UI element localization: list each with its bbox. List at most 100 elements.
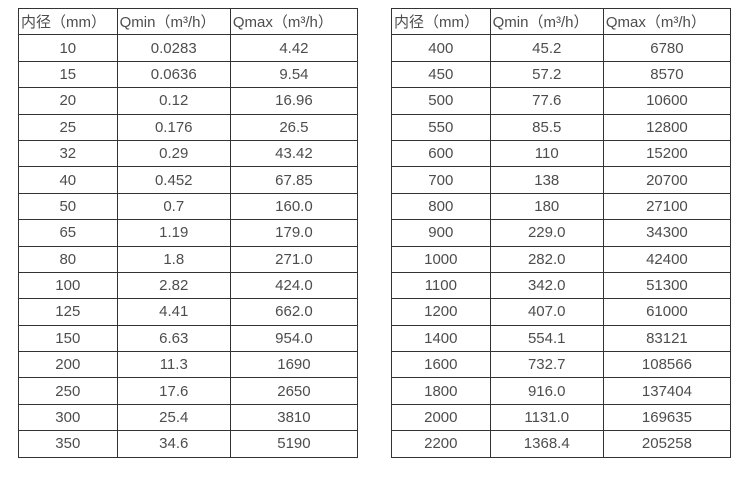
diameter-cell: 350	[18, 430, 118, 458]
qmax-cell: 12800	[602, 113, 732, 141]
qmax-cell: 3810	[229, 403, 359, 432]
table-row: 40 0.452 67.85	[18, 166, 359, 194]
qmax-cell: 1690	[229, 351, 359, 379]
qmin-column-header: Qmin（m³/h）	[489, 7, 604, 36]
qmax-cell: 954.0	[229, 324, 359, 353]
table-row: 200 11.3 1690	[18, 351, 359, 379]
qmin-cell: 4.41	[116, 298, 231, 326]
table-row: 1000 282.0 42400	[391, 245, 732, 273]
qmin-cell: 554.1	[489, 324, 604, 353]
diameter-cell: 80	[18, 245, 118, 273]
qmin-cell: 0.7	[116, 192, 231, 221]
qmin-cell: 57.2	[489, 60, 604, 89]
header-row: 内径（mm） Qmin（m³/h） Qmax（m³/h）	[391, 7, 732, 36]
qmax-cell: 2650	[229, 377, 359, 405]
table-row: 450 57.2 8570	[391, 60, 732, 89]
table-row: 600 110 15200	[391, 139, 732, 168]
table-row: 800 180 27100	[391, 192, 732, 221]
qmin-cell: 0.452	[116, 166, 231, 194]
qmax-cell: 16.96	[229, 87, 359, 115]
qmax-cell: 160.0	[229, 192, 359, 221]
qmax-cell: 4.42	[229, 34, 359, 62]
qmax-cell: 27100	[602, 192, 732, 221]
qmax-cell: 271.0	[229, 245, 359, 273]
qmin-cell: 0.29	[116, 139, 231, 168]
qmax-cell: 179.0	[229, 219, 359, 247]
table-row: 1100 342.0 51300	[391, 271, 732, 300]
table-row: 32 0.29 43.42	[18, 139, 359, 168]
qmin-cell: 25.4	[116, 403, 231, 432]
qmax-cell: 169635	[602, 403, 732, 432]
table-row: 350 34.6 5190	[18, 430, 359, 458]
diameter-cell: 800	[391, 192, 491, 221]
qmax-cell: 662.0	[229, 298, 359, 326]
diameter-cell: 10	[18, 34, 118, 62]
diameter-cell: 1100	[391, 271, 491, 300]
qmin-cell: 11.3	[116, 351, 231, 379]
diameter-cell: 600	[391, 139, 491, 168]
diameter-column-header: 内径（mm）	[391, 7, 491, 36]
diameter-cell: 1400	[391, 324, 491, 353]
flow-rate-tables: 内径（mm） Qmin（m³/h） Qmax（m³/h） 10 0.0283 4.42 15…	[18, 7, 732, 458]
table-row: 15 0.0636 9.54	[18, 60, 359, 89]
table-row: 2000 1131.0 169635	[391, 403, 732, 432]
qmax-cell: 61000	[602, 298, 732, 326]
table-row: 1800 916.0 137404	[391, 377, 732, 405]
qmax-cell: 15200	[602, 139, 732, 168]
qmax-cell: 5190	[229, 430, 359, 458]
table-row: 300 25.4 3810	[18, 403, 359, 432]
diameter-cell: 1800	[391, 377, 491, 405]
table-row: 150 6.63 954.0	[18, 324, 359, 353]
diameter-cell: 25	[18, 113, 118, 141]
table-row: 550 85.5 12800	[391, 113, 732, 141]
qmax-cell: 26.5	[229, 113, 359, 141]
qmin-cell: 732.7	[489, 351, 604, 379]
flow-table-small-diameters: 内径（mm） Qmin（m³/h） Qmax（m³/h） 10 0.0283 4.42 15…	[18, 7, 359, 458]
diameter-cell: 1600	[391, 351, 491, 379]
table-row: 65 1.19 179.0	[18, 219, 359, 247]
diameter-column-header: 内径（mm）	[18, 7, 118, 36]
qmax-column-header: Qmax（m³/h）	[229, 7, 359, 36]
table-row: 1600 732.7 108566	[391, 351, 732, 379]
table-row: 50 0.7 160.0	[18, 192, 359, 221]
qmin-cell: 180	[489, 192, 604, 221]
qmax-cell: 20700	[602, 166, 732, 194]
qmax-cell: 67.85	[229, 166, 359, 194]
diameter-cell: 150	[18, 324, 118, 353]
table-row: 1400 554.1 83121	[391, 324, 732, 353]
qmin-cell: 2.82	[116, 271, 231, 300]
diameter-cell: 2200	[391, 430, 491, 458]
qmax-cell: 8570	[602, 60, 732, 89]
table-row: 2200 1368.4 205258	[391, 430, 732, 458]
qmin-cell: 1.19	[116, 219, 231, 247]
table-row: 20 0.12 16.96	[18, 87, 359, 115]
table-row: 500 77.6 10600	[391, 87, 732, 115]
table-row: 10 0.0283 4.42	[18, 34, 359, 62]
qmax-cell: 10600	[602, 87, 732, 115]
table-row: 250 17.6 2650	[18, 377, 359, 405]
qmin-cell: 916.0	[489, 377, 604, 405]
header-row: 内径（mm） Qmin（m³/h） Qmax（m³/h）	[18, 7, 359, 36]
diameter-cell: 200	[18, 351, 118, 379]
table-row: 1200 407.0 61000	[391, 298, 732, 326]
diameter-cell: 32	[18, 139, 118, 168]
diameter-cell: 50	[18, 192, 118, 221]
qmin-cell: 407.0	[489, 298, 604, 326]
table-row: 125 4.41 662.0	[18, 298, 359, 326]
diameter-cell: 1200	[391, 298, 491, 326]
qmax-cell: 6780	[602, 34, 732, 62]
qmax-column-header: Qmax（m³/h）	[602, 7, 732, 36]
diameter-cell: 700	[391, 166, 491, 194]
qmin-cell: 0.0283	[116, 34, 231, 62]
diameter-cell: 250	[18, 377, 118, 405]
diameter-cell: 2000	[391, 403, 491, 432]
qmax-cell: 43.42	[229, 139, 359, 168]
qmax-cell: 51300	[602, 271, 732, 300]
qmin-cell: 1368.4	[489, 430, 604, 458]
table-row: 100 2.82 424.0	[18, 271, 359, 300]
diameter-cell: 20	[18, 87, 118, 115]
qmin-cell: 34.6	[116, 430, 231, 458]
qmin-cell: 77.6	[489, 87, 604, 115]
qmax-cell: 83121	[602, 324, 732, 353]
qmin-cell: 85.5	[489, 113, 604, 141]
